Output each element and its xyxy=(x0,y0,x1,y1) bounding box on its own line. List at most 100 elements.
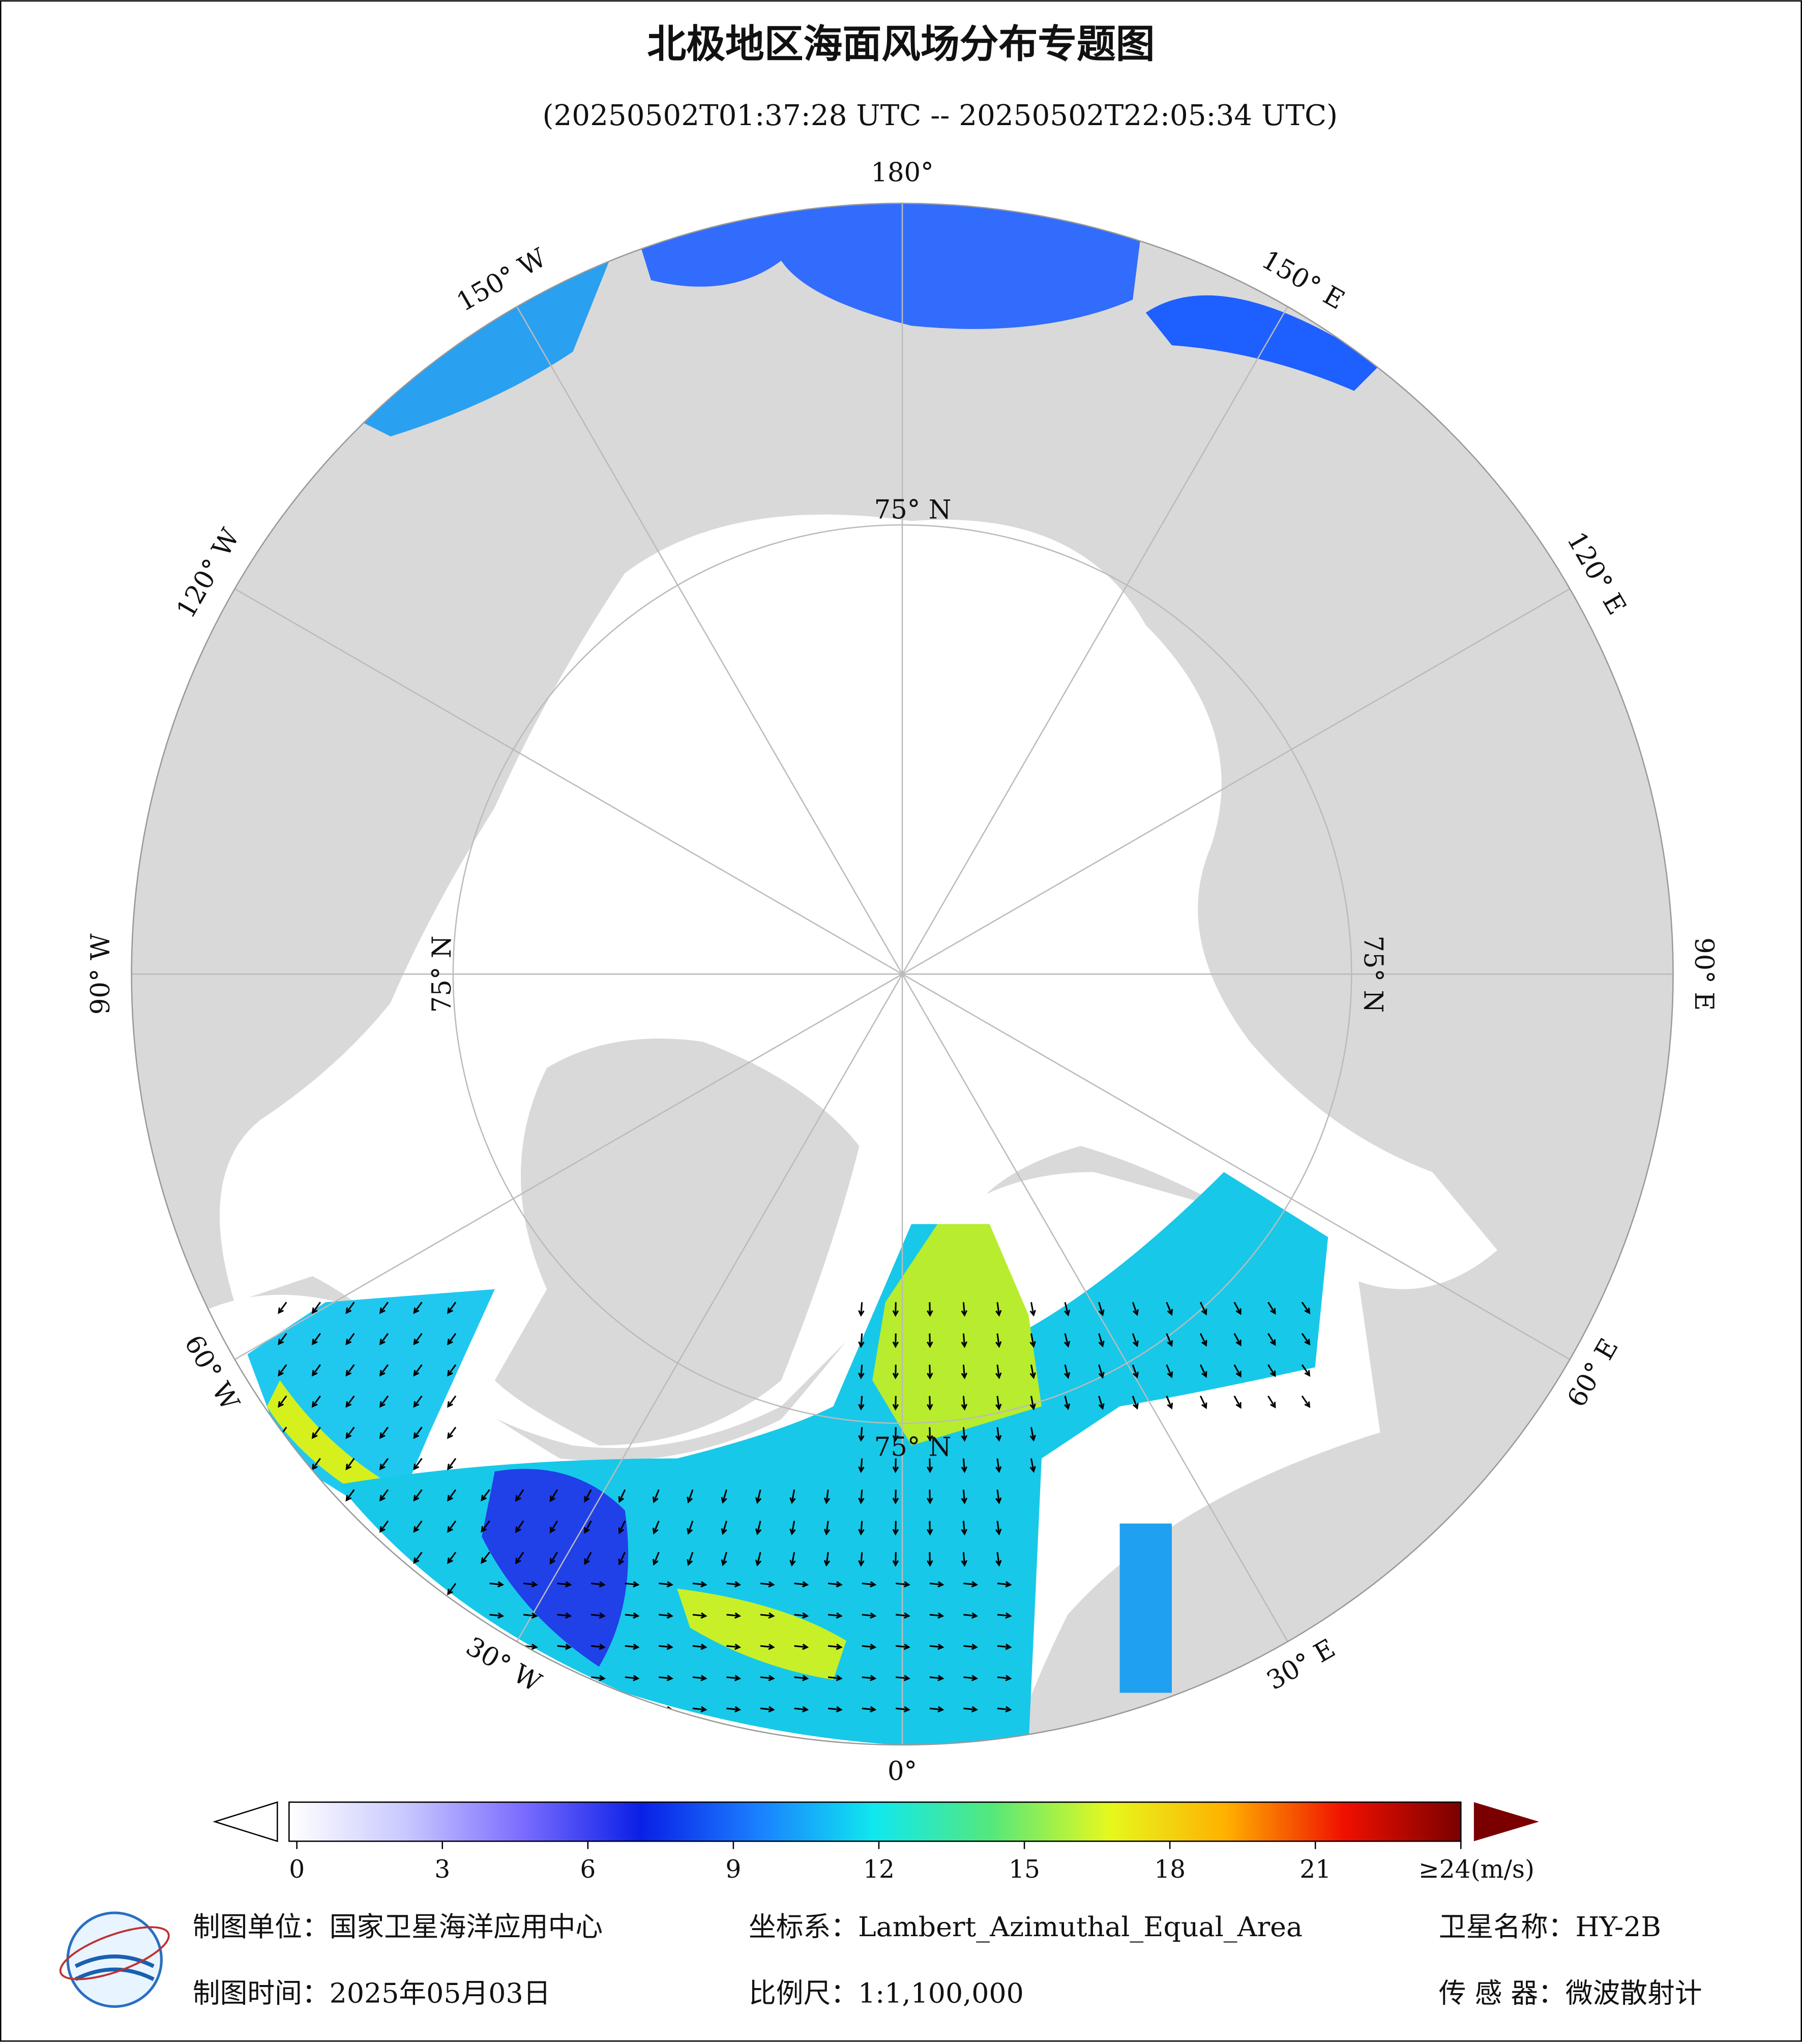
wind-arrow xyxy=(1233,1301,1242,1315)
wind-arrow xyxy=(584,1489,592,1503)
wind-arrow xyxy=(549,1520,558,1534)
wind-arrow xyxy=(858,1333,865,1348)
wind-arrow xyxy=(379,1427,389,1439)
wind-arrow xyxy=(760,1581,775,1588)
wind-arrow xyxy=(892,1333,899,1348)
wind-arrow xyxy=(1233,1396,1242,1409)
colorbar: 0 3 6 9 12 15 18 21 ≥24(m/s) xyxy=(213,1801,1539,1884)
wind-arrow xyxy=(997,1706,1012,1713)
wind-arrow xyxy=(481,1552,490,1564)
wind-arrow xyxy=(311,1458,321,1470)
wind-arrow xyxy=(687,1489,694,1504)
meridian xyxy=(901,973,1288,1642)
wind-arrow xyxy=(489,1612,505,1619)
latitude-label: 75° N xyxy=(874,495,952,525)
wind-arrow xyxy=(413,1489,423,1502)
longitude-label: 90° W xyxy=(85,933,116,1015)
wind-arrow xyxy=(489,1581,505,1588)
wind-arrow xyxy=(1132,1333,1139,1348)
wind-arrow xyxy=(278,1332,287,1346)
wind-arrow xyxy=(447,1332,457,1346)
wind-arrow xyxy=(523,1581,538,1588)
wind-arrow xyxy=(828,1612,843,1619)
wind-arrow xyxy=(995,1552,1002,1567)
wind-arrow xyxy=(862,1706,877,1713)
wind-arrow xyxy=(345,1301,355,1314)
wind-arrow xyxy=(927,1521,933,1536)
wind-arrow xyxy=(447,1520,457,1533)
wind-arrow xyxy=(927,1490,933,1504)
wind-arrow xyxy=(929,1643,944,1650)
wind-arrow xyxy=(927,1552,933,1567)
subtitle: (20250502T01:37:28 UTC -- 20250502T22:05… xyxy=(543,99,1338,132)
wind-arrow xyxy=(447,1583,457,1595)
wind-arrow xyxy=(549,1489,558,1502)
wind-arrow xyxy=(858,1302,865,1317)
wind-arrow xyxy=(927,1365,933,1380)
wind-arrow xyxy=(447,1552,457,1564)
colorbar-tick-label: 21 xyxy=(1299,1855,1331,1884)
wind-arrow xyxy=(413,1427,423,1439)
wind-arrow xyxy=(1267,1333,1276,1346)
wind-arrow xyxy=(721,1552,727,1566)
meridian xyxy=(516,306,903,974)
wind-arrow xyxy=(345,1395,355,1408)
wind-arrow xyxy=(591,1612,606,1619)
colorbar-tick-label: 18 xyxy=(1154,1855,1186,1884)
colorbar-tick-label: 6 xyxy=(580,1855,596,1884)
wind-arrow xyxy=(653,1520,660,1535)
wind-arrow xyxy=(995,1427,1002,1442)
wind-arrow xyxy=(929,1706,944,1713)
meridian xyxy=(516,973,903,1642)
wind-arrow xyxy=(963,1612,979,1619)
wind-arrow xyxy=(892,1490,899,1504)
wind-arrow xyxy=(413,1458,423,1470)
wind-arrow xyxy=(726,1706,742,1713)
colorbar-tick-label: ≥24(m/s) xyxy=(1419,1855,1534,1884)
wind-arrow xyxy=(1064,1364,1071,1379)
colorbar-tick-label: 0 xyxy=(289,1855,305,1884)
wind-arrow xyxy=(995,1489,1002,1504)
wind-arrow xyxy=(828,1643,843,1650)
meridian xyxy=(234,588,903,975)
wind-arrow xyxy=(858,1427,865,1442)
wind-arrow xyxy=(591,1643,606,1650)
wind-arrow xyxy=(1166,1333,1173,1347)
wind-arrow xyxy=(721,1489,727,1504)
wind-arrow xyxy=(515,1552,524,1564)
wind-arrow xyxy=(625,1643,640,1650)
wind-arrow xyxy=(1132,1396,1139,1410)
wind-arrow xyxy=(345,1458,355,1470)
map xyxy=(131,203,1673,1745)
wind-arrow xyxy=(659,1581,674,1588)
wind-arrow xyxy=(755,1552,762,1566)
wind-arrow xyxy=(687,1521,694,1535)
wind-arrow xyxy=(963,1643,979,1650)
footer-scale: 比例尺：1:1,100,000 xyxy=(749,1977,1024,2009)
wind-arrow xyxy=(862,1612,877,1619)
wind-arrow xyxy=(692,1675,707,1681)
wind-arrow xyxy=(997,1581,1012,1588)
wind-arrow xyxy=(687,1552,694,1566)
wind-arrow xyxy=(927,1333,933,1348)
wind-arrow xyxy=(1029,1302,1036,1317)
latitude-label: 75° N xyxy=(874,1432,952,1463)
wind-arrow xyxy=(447,1427,457,1439)
wind-arrow xyxy=(311,1395,321,1408)
wind-arrow xyxy=(618,1489,626,1503)
wind-arrow xyxy=(625,1675,640,1681)
wind-arrow xyxy=(1233,1364,1242,1378)
meridian xyxy=(901,306,1288,974)
wind-arrow xyxy=(896,1581,910,1588)
wind-arrow xyxy=(896,1643,910,1650)
wind-arrow xyxy=(413,1301,423,1314)
wind-arrow xyxy=(789,1521,796,1535)
wind-arrow xyxy=(760,1706,775,1713)
wind-arrow xyxy=(896,1675,910,1681)
colorbar-tick-label: 9 xyxy=(725,1855,741,1884)
wind-arrow xyxy=(311,1427,321,1439)
wind-arrow xyxy=(995,1365,1002,1379)
wind-arrow xyxy=(447,1364,457,1377)
latitude-label: 75° N xyxy=(427,935,457,1013)
wind-arrow xyxy=(726,1675,742,1681)
